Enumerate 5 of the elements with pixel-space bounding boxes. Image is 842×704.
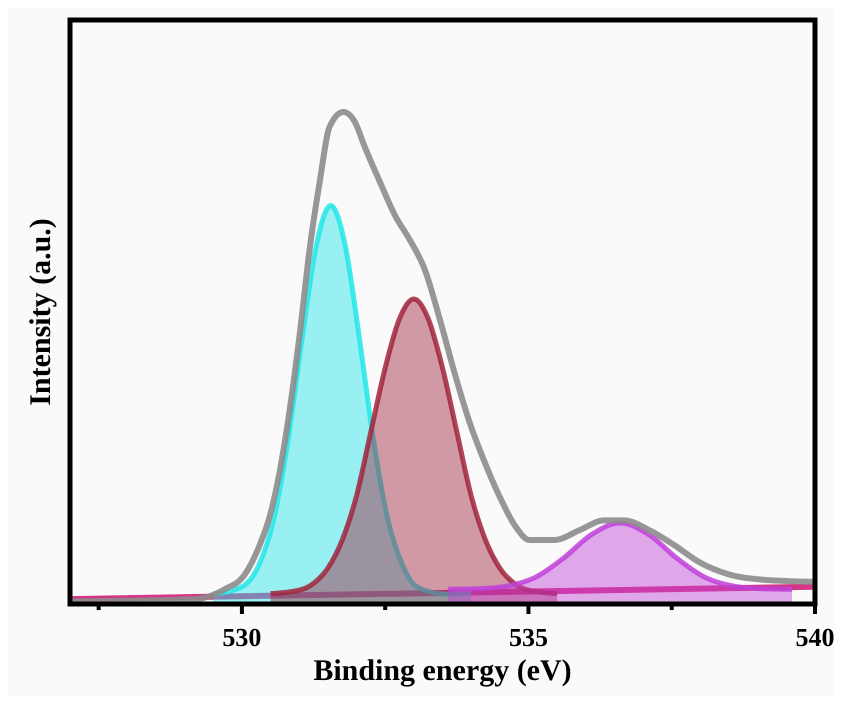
y-axis-title: Intensity (a.u.) xyxy=(24,218,57,406)
x-tick-label: 530 xyxy=(222,623,262,652)
x-axis-title: Binding energy (eV) xyxy=(313,654,572,687)
x-tick-label: 535 xyxy=(508,623,548,652)
x-tick-label: 540 xyxy=(796,623,834,652)
